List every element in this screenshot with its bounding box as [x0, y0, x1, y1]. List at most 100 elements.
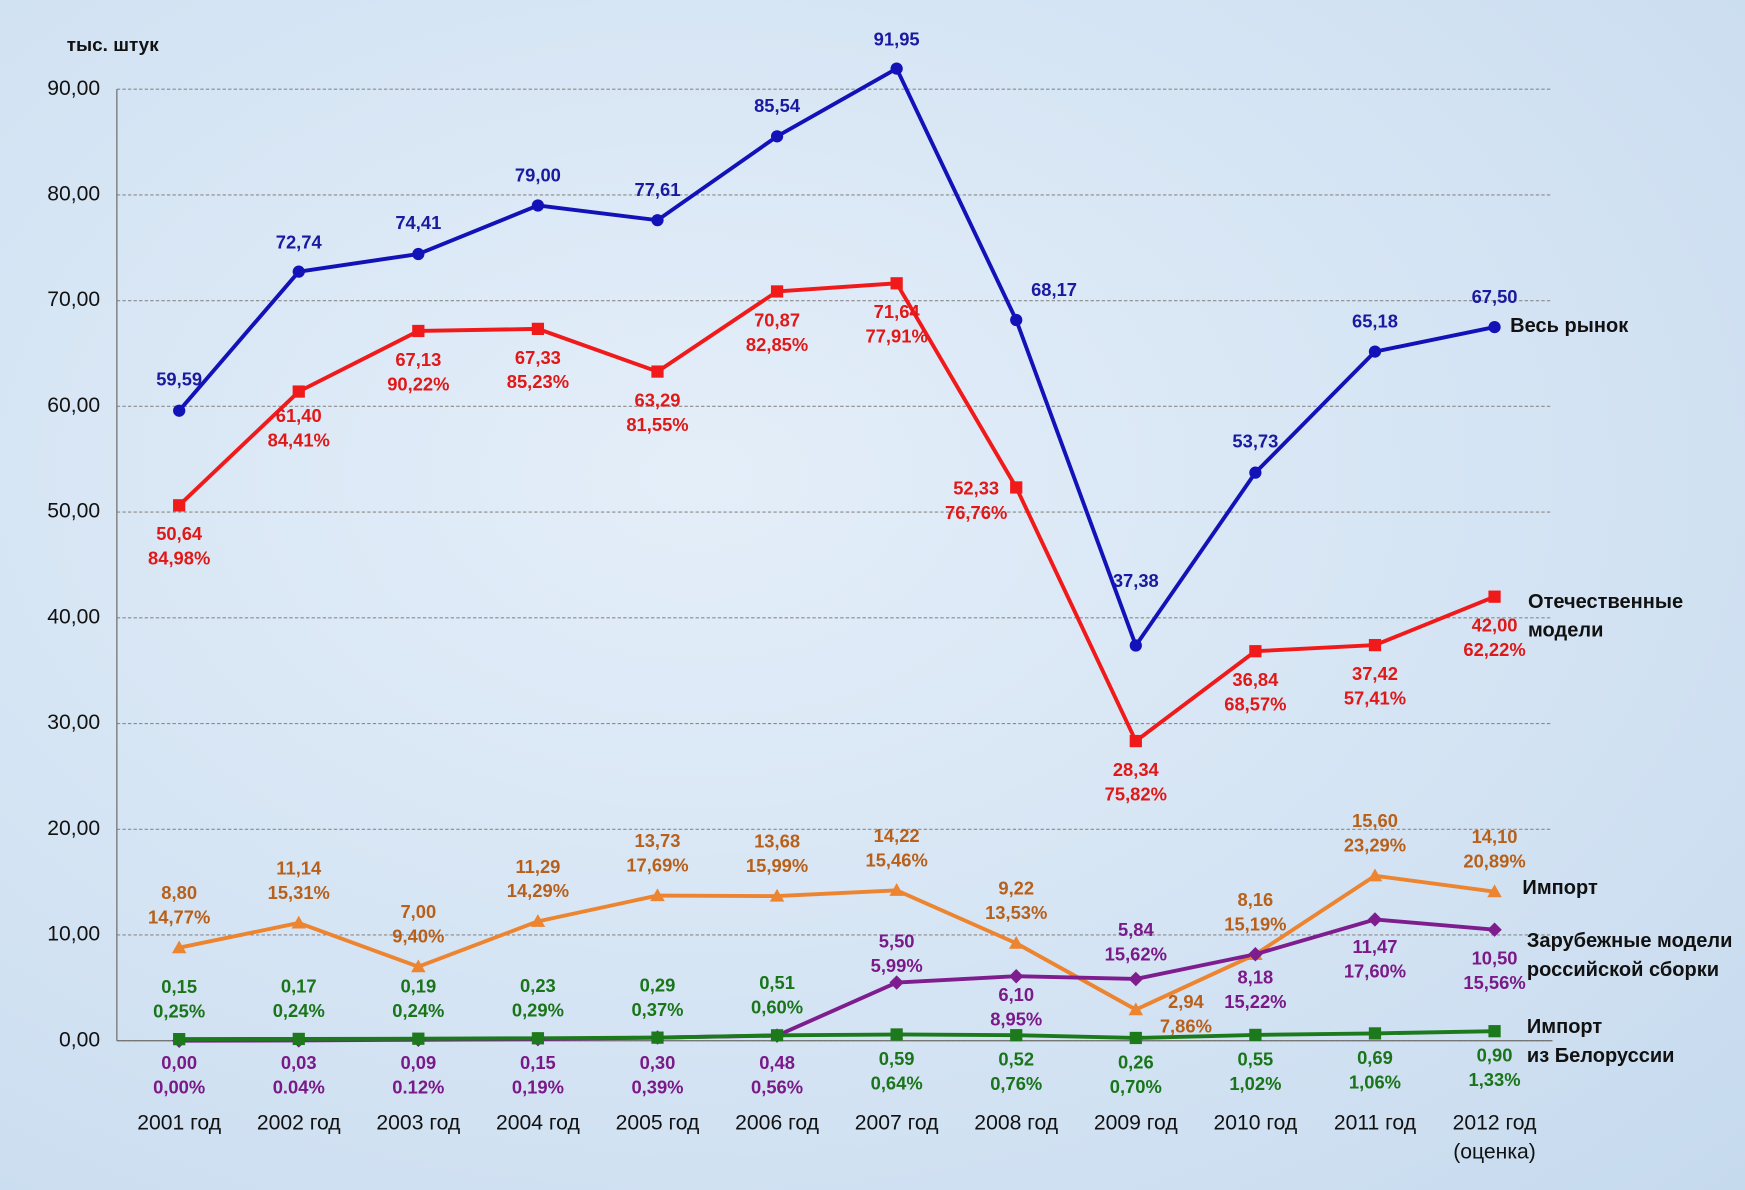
- x-tick-label-box: 2005 год: [616, 1112, 700, 1135]
- marker: [1248, 946, 1263, 962]
- marker: [650, 888, 665, 902]
- series-name: Импорт: [1522, 876, 1598, 899]
- marker: [1128, 1002, 1144, 1016]
- value-label: 0,26: [1118, 1051, 1154, 1072]
- value-label: 53,73: [1232, 430, 1278, 451]
- share-label: 13,53%: [985, 902, 1047, 923]
- share-label: 0,56%: [751, 1076, 803, 1097]
- y-tick-label: 50,00: [47, 500, 100, 523]
- share-label: 0,70%: [1110, 1076, 1162, 1097]
- share-label: 0,37%: [631, 999, 683, 1020]
- marker: [531, 1032, 545, 1045]
- marker: [1249, 1028, 1262, 1042]
- share-label: 15,99%: [746, 855, 808, 876]
- share-label: 1,06%: [1349, 1071, 1401, 1092]
- marker: [531, 322, 545, 335]
- share-label: 62,22%: [1463, 639, 1525, 660]
- value-label: 50,64: [156, 523, 203, 544]
- share-label: 15,62%: [1105, 943, 1167, 964]
- value-label: 11,14: [276, 857, 322, 878]
- marker: [1368, 1027, 1382, 1040]
- marker: [770, 285, 784, 298]
- value-label: 61,40: [276, 405, 322, 426]
- x-tick-label-box: 2003 год: [376, 1112, 460, 1135]
- value-label: 0,17: [281, 976, 317, 997]
- marker: [1008, 968, 1024, 984]
- value-label: 68,17: [1031, 279, 1077, 300]
- value-label: 0,52: [998, 1049, 1034, 1070]
- value-label: 14,22: [874, 825, 920, 846]
- share-label: 0,19%: [512, 1076, 564, 1097]
- share-label: 15,19%: [1224, 913, 1286, 934]
- series-name-box: Импорт из Белоруссии: [1527, 1015, 1675, 1066]
- value-label: 15,60: [1352, 810, 1398, 831]
- marker: [411, 959, 426, 973]
- share-label: 0,64%: [871, 1072, 923, 1093]
- value-label: 77,61: [635, 179, 681, 200]
- x-tick-label-box: 2004 год: [496, 1112, 580, 1135]
- marker: [770, 130, 784, 143]
- value-label: 67,50: [1472, 286, 1518, 307]
- series-name: Отечественные модели: [1527, 589, 1684, 642]
- share-label: 0,39%: [631, 1076, 683, 1097]
- y-tick-label: 80,00: [47, 182, 100, 205]
- share-label: 75,82%: [1105, 783, 1167, 804]
- share-label: 9,40%: [392, 926, 444, 947]
- x-tick-label: 2006 год: [735, 1111, 819, 1136]
- marker: [1487, 884, 1502, 898]
- value-label: 91,95: [874, 29, 920, 50]
- value-label: 36,84: [1232, 669, 1279, 690]
- x-tick-label-box: 2010 год: [1213, 1112, 1297, 1135]
- marker: [889, 883, 904, 896]
- share-label: 15,22%: [1224, 991, 1286, 1012]
- share-label: 14,29%: [507, 880, 569, 901]
- x-tick-label-box: 2008 год: [974, 1112, 1058, 1135]
- value-label: 13,68: [754, 831, 800, 852]
- y-tick-label: 60,00: [47, 394, 100, 417]
- marker: [1008, 935, 1024, 949]
- share-label: 0,25%: [153, 1000, 205, 1021]
- value-label: 0,19: [400, 975, 436, 996]
- x-tick-label-box: 2006 год: [735, 1111, 819, 1136]
- x-tick-label-box: 2002 год: [257, 1112, 341, 1135]
- marker: [531, 199, 545, 212]
- marker: [1488, 1025, 1501, 1038]
- value-label: 0,48: [759, 1052, 795, 1073]
- marker: [1010, 481, 1023, 494]
- marker: [651, 214, 664, 227]
- value-label: 7,00: [400, 901, 436, 922]
- y-tick-label: 70,00: [47, 288, 100, 311]
- marker: [173, 499, 186, 512]
- series-line: [178, 873, 1495, 1012]
- share-label: 76,76%: [945, 502, 1007, 523]
- share-label: 15,56%: [1463, 972, 1525, 993]
- share-label: 17,60%: [1344, 961, 1406, 982]
- value-label: 0,09: [400, 1052, 436, 1073]
- marker: [171, 940, 187, 954]
- share-label: 8,95%: [990, 1009, 1042, 1030]
- marker: [1129, 734, 1142, 748]
- marker: [651, 1031, 664, 1044]
- share-label: 5,99%: [871, 955, 923, 976]
- marker: [1128, 971, 1144, 987]
- series-name-box: Весь рынок: [1510, 314, 1628, 336]
- marker: [292, 385, 305, 398]
- marker: [412, 324, 425, 338]
- y-tick-label: 10,00: [47, 923, 100, 946]
- value-label: 0,69: [1357, 1047, 1393, 1068]
- share-label: 7,86%: [1160, 1015, 1212, 1036]
- value-label: 9,22: [998, 878, 1034, 899]
- value-label: 37,42: [1352, 663, 1398, 684]
- marker: [889, 975, 904, 990]
- marker: [1368, 638, 1382, 652]
- y-tick-label: 0,00: [59, 1028, 100, 1051]
- series-line: [177, 281, 1496, 744]
- value-label: 8,18: [1238, 967, 1274, 988]
- marker: [1488, 590, 1501, 603]
- marker: [1367, 912, 1383, 927]
- x-tick-label: 2007 год: [854, 1111, 939, 1136]
- marker: [890, 1028, 903, 1041]
- share-label: 85,23%: [507, 371, 569, 392]
- y-tick-label: 20,00: [47, 817, 100, 840]
- marker: [890, 277, 903, 290]
